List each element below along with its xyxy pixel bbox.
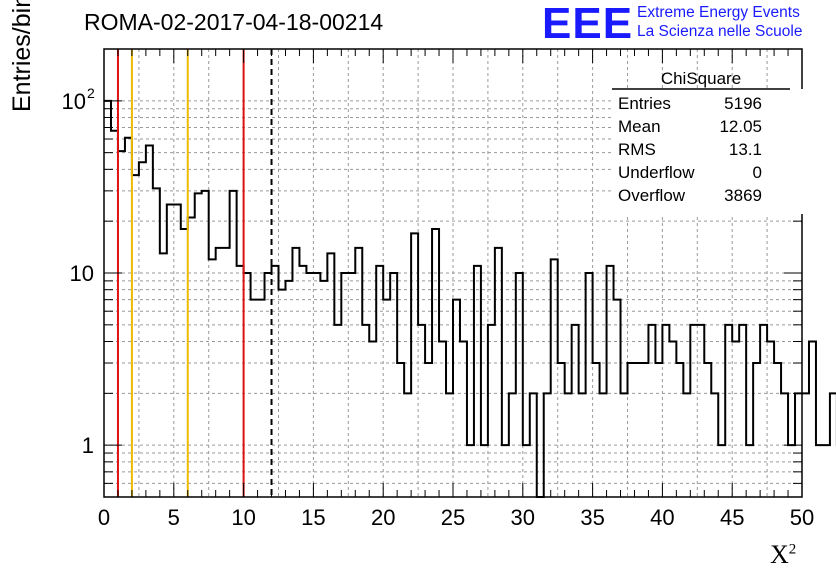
run-title: ROMA-02-2017-04-18-00214 — [84, 9, 384, 35]
stats-row-value: 13.1 — [729, 140, 762, 159]
x-tick-label: 20 — [371, 505, 395, 530]
y-tick-exponent: 2 — [87, 85, 95, 101]
x-tick-label: 50 — [790, 505, 814, 530]
x-tick-label: 15 — [301, 505, 325, 530]
stats-row-value: 0 — [753, 163, 762, 182]
logo-line-1: Extreme Energy Events — [637, 4, 800, 21]
stats-row-value: 5196 — [724, 94, 762, 113]
x-axis-label: X2 — [770, 540, 796, 570]
stats-row-label: Underflow — [618, 163, 695, 182]
x-tick-label: 30 — [511, 505, 535, 530]
stats-row-label: Mean — [618, 117, 661, 136]
x-tick-label: 25 — [441, 505, 465, 530]
x-tick-label: 35 — [580, 505, 604, 530]
y-tick-label: 10 — [62, 89, 86, 114]
x-tick-label: 5 — [168, 505, 180, 530]
y-tick-label: 1 — [82, 433, 94, 458]
x-tick-label: 10 — [231, 505, 255, 530]
stats-box-title: ChiSquare — [661, 69, 741, 88]
x-tick-label: 45 — [720, 505, 744, 530]
eee-logo: EEE — [542, 0, 634, 48]
stats-row-label: Overflow — [618, 186, 686, 205]
stats-box-bg — [612, 89, 806, 214]
stats-row-label: RMS — [618, 140, 656, 159]
x-axis-label-base: X — [770, 540, 789, 569]
x-tick-label: 0 — [98, 505, 110, 530]
stats-row-label: Entries — [618, 94, 671, 113]
stats-row-value: 3869 — [724, 186, 762, 205]
x-axis-label-superscript: 2 — [788, 541, 797, 558]
logo-line-2: La Scienza nelle Scuole — [637, 23, 803, 40]
stats-row-value: 12.05 — [719, 117, 762, 136]
y-tick-label: 10 — [70, 261, 94, 286]
histogram-series — [104, 99, 836, 498]
x-tick-label: 40 — [650, 505, 674, 530]
